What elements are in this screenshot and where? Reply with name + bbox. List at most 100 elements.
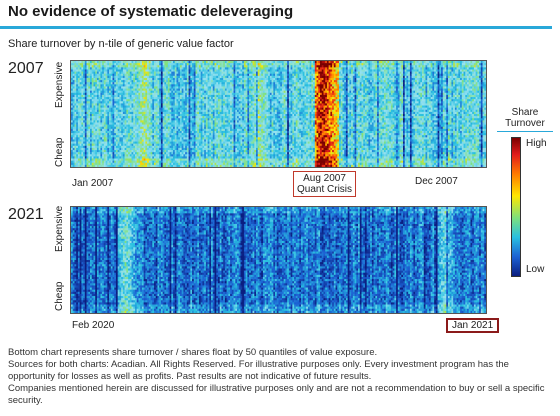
heatmap-cell	[345, 103, 348, 106]
heatmap-cell	[91, 101, 94, 104]
heatmap-cell	[128, 80, 131, 83]
heatmap-cell	[134, 61, 138, 64]
heatmap-cell	[287, 61, 290, 64]
heatmap-cell	[403, 84, 406, 87]
heatmap-cell	[211, 101, 214, 104]
heatmap-cell	[155, 73, 158, 77]
heatmap-cell	[288, 63, 291, 66]
heatmap-cell	[124, 67, 127, 70]
heatmap-cell	[96, 101, 99, 104]
heatmap-cell	[292, 67, 295, 70]
heatmap-cell	[110, 99, 113, 102]
heatmap-cell	[159, 80, 162, 83]
heatmap-cell	[396, 69, 399, 72]
heatmap-cell	[394, 86, 397, 89]
heatmap-cell	[403, 86, 406, 89]
heatmap-cell	[164, 61, 167, 64]
heatmap-cell	[325, 90, 328, 94]
heatmap-cell	[224, 80, 227, 83]
heatmap-cell	[363, 84, 366, 87]
heatmap-cell	[266, 90, 269, 94]
heatmap-cell	[299, 61, 302, 64]
heatmap-cell	[197, 73, 200, 77]
heatmap-cell	[230, 75, 233, 79]
heatmap-cell	[160, 99, 163, 102]
heatmap-cell	[420, 88, 423, 91]
heatmap-cell	[154, 97, 157, 100]
heatmap-cell	[95, 101, 98, 104]
heatmap-cell	[337, 69, 340, 72]
heatmap-cell	[441, 77, 444, 81]
heatmap-cell	[242, 86, 245, 89]
heatmap-cell	[418, 84, 421, 87]
heatmap-cell	[214, 94, 217, 98]
heatmap-cell	[363, 90, 366, 94]
heatmap-cell	[446, 82, 449, 85]
heatmap-cell	[397, 90, 400, 94]
heatmap-cell	[323, 99, 326, 102]
heatmap-cell	[231, 86, 234, 89]
heatmap-cell	[425, 92, 428, 96]
heatmap-cell	[354, 63, 357, 66]
heatmap-cell	[179, 82, 182, 85]
heatmap-cell	[345, 75, 348, 79]
heatmap-cell	[269, 99, 272, 102]
heatmap-cell	[399, 77, 402, 81]
heatmap-cell	[226, 101, 229, 104]
heatmap-cell	[465, 97, 468, 100]
heatmap-cell	[126, 77, 129, 81]
heatmap-cell	[326, 69, 329, 72]
heatmap-cell	[404, 71, 407, 75]
heatmap-cell	[453, 63, 456, 66]
heatmap-cell	[83, 71, 86, 75]
heatmap-cell	[252, 99, 255, 102]
heatmap-cell	[100, 94, 103, 98]
heatmap-cell	[154, 101, 157, 104]
heatmap-cell	[337, 99, 340, 102]
heatmap-cell	[441, 73, 444, 77]
heatmap-cell	[219, 86, 222, 89]
heatmap-cell	[332, 94, 335, 98]
heatmap-cell	[484, 84, 486, 87]
heatmap-cell	[271, 99, 274, 102]
heatmap-cell	[136, 101, 139, 104]
heatmap-cell	[107, 71, 110, 75]
heatmap-cell	[287, 94, 290, 98]
heatmap-cell	[394, 97, 397, 100]
heatmap-cell	[283, 61, 286, 64]
heatmap-cell	[266, 82, 269, 85]
heatmap-cell	[166, 92, 169, 96]
heatmap-cell	[212, 65, 215, 68]
heatmap-cell	[480, 101, 483, 104]
heatmap-cell	[209, 101, 212, 104]
heatmap-cell	[173, 77, 176, 81]
heatmap-cell	[245, 103, 248, 106]
heatmap-cell	[427, 86, 430, 89]
heatmap-cell	[181, 82, 184, 85]
heatmap-cell	[109, 61, 112, 64]
heatmap-cell	[378, 88, 381, 91]
heatmap-cell	[423, 63, 426, 66]
heatmap-cell	[397, 103, 400, 106]
title-rule	[0, 26, 552, 29]
heatmap-cell	[242, 73, 245, 77]
heatmap-cell	[313, 84, 316, 87]
heatmap-cell	[287, 101, 290, 104]
heatmap-cell	[380, 65, 383, 68]
heatmap-cell	[404, 73, 407, 77]
heatmap-cell	[382, 90, 385, 94]
heatmap-cell	[309, 99, 312, 102]
heatmap-cell	[148, 67, 151, 70]
heatmap-cell	[283, 80, 286, 83]
heatmap-cell	[117, 75, 120, 79]
heatmap-cell	[148, 75, 151, 79]
heatmap-cell	[366, 86, 369, 89]
heatmap-cell	[437, 67, 440, 70]
heatmap-cell	[83, 63, 86, 66]
heatmap-cell	[237, 97, 240, 100]
heatmap-cell	[451, 75, 454, 79]
heatmap-cell	[204, 99, 207, 102]
heatmap-cell	[415, 67, 418, 70]
heatmap-cell	[131, 92, 134, 96]
heatmap-cell	[358, 75, 361, 79]
